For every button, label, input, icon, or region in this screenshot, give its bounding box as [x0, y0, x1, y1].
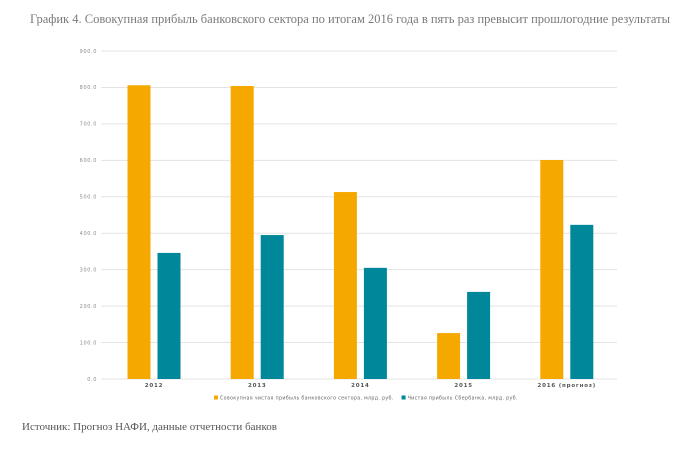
gridlines	[101, 50, 617, 380]
x-axis-category-labels: 2012 2013 2014 2015 2016 (прогноз)	[145, 383, 596, 389]
y-tick-label: 300.0	[80, 267, 97, 273]
source-note: Источник: Прогноз НАФИ, данные отчетност…	[22, 421, 277, 433]
bar-sberbank-1	[260, 235, 284, 379]
legend: Совокупная чистая прибыль банковского се…	[214, 395, 518, 402]
y-axis-tick-labels: 0.0 100.0 200.0 300.0 400.0 500.0 600.0 700.0 80…	[80, 49, 97, 383]
x-category-label: 2016 (прогноз)	[537, 383, 596, 389]
y-tick-label: 500.0	[80, 195, 97, 201]
y-tick-label: 200.0	[80, 304, 97, 310]
bar-sberbank-3	[467, 291, 491, 379]
legend-label-banking-sector: Совокупная чистая прибыль банковского се…	[220, 396, 394, 402]
x-category-label: 2015	[454, 383, 473, 389]
bar-banking-sector-1	[230, 85, 254, 379]
bar-sberbank-0	[157, 252, 181, 379]
legend-swatch-sberbank	[401, 395, 406, 400]
bars	[127, 85, 594, 379]
y-tick-label: 0.0	[87, 377, 97, 383]
legend-label-sberbank: Чистая прибыль Сбербанка, млрд. руб.	[408, 396, 518, 402]
y-tick-label: 600.0	[80, 158, 97, 164]
x-category-label: 2013	[248, 383, 267, 389]
y-tick-label: 700.0	[80, 122, 97, 128]
x-category-label: 2012	[145, 383, 164, 389]
bar-sberbank-2	[363, 267, 387, 379]
bar-sberbank-4	[570, 224, 594, 379]
chart-title: График 4. Совокупная прибыль банковского…	[30, 12, 670, 26]
y-tick-label: 900.0	[80, 49, 97, 55]
bar-banking-sector-4	[540, 159, 564, 379]
y-tick-label: 800.0	[80, 85, 97, 91]
y-tick-label: 400.0	[80, 231, 97, 237]
y-tick-label: 100.0	[80, 340, 97, 346]
bar-banking-sector-3	[437, 333, 461, 379]
bar-banking-sector-0	[127, 85, 151, 379]
legend-swatch-banking-sector	[214, 395, 218, 400]
bar-banking-sector-2	[333, 192, 357, 379]
x-category-label: 2014	[351, 383, 370, 389]
